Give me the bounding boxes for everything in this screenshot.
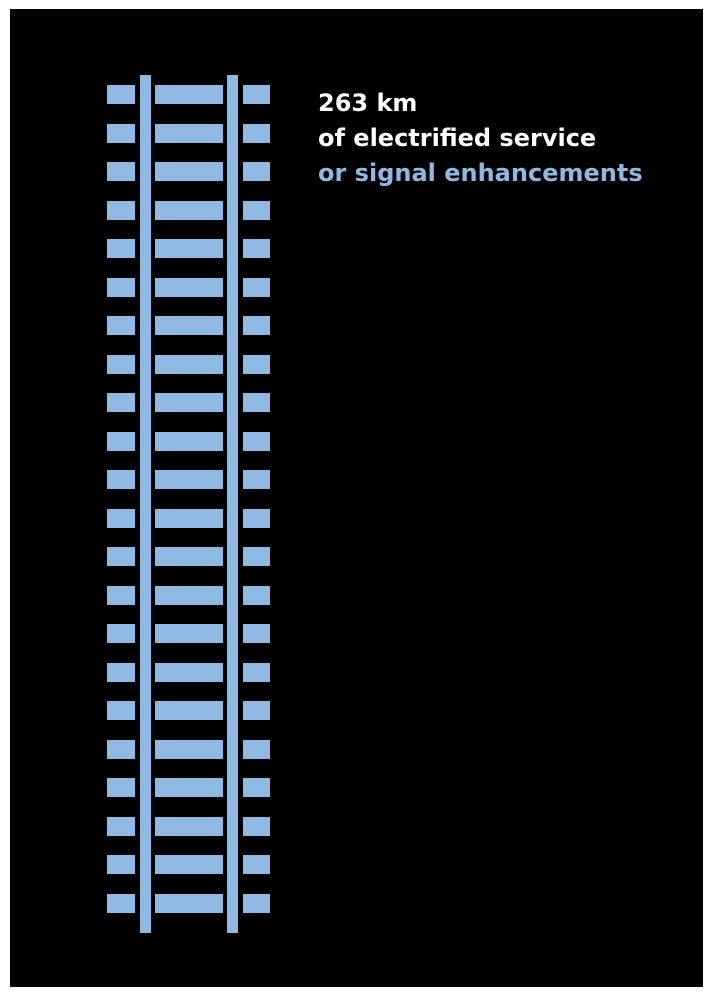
track-tie: [107, 201, 135, 220]
track-tie: [107, 85, 135, 104]
track-tie: [155, 278, 223, 297]
track-tie: [155, 162, 223, 181]
track-tie: [155, 316, 223, 335]
track-tie: [243, 509, 270, 528]
track-tie: [107, 701, 135, 720]
track-tie: [243, 586, 270, 605]
track-tie: [243, 432, 270, 451]
track-tie: [155, 586, 223, 605]
track-tie: [243, 894, 270, 913]
track-tie: [155, 509, 223, 528]
track-tie: [155, 124, 223, 143]
track-tie: [107, 470, 135, 489]
track-tie: [155, 817, 223, 836]
track-tie: [107, 547, 135, 566]
track-tie: [155, 894, 223, 913]
track-tie: [155, 855, 223, 874]
caption-signal: or signal enhancements: [318, 159, 643, 187]
track-tie: [243, 355, 270, 374]
track-tie: [107, 855, 135, 874]
caption: 263 km of electrified service or signal …: [318, 86, 678, 191]
track-tie: [155, 778, 223, 797]
caption-distance: 263 km: [318, 89, 418, 117]
track-tie: [155, 663, 223, 682]
track-tie: [107, 355, 135, 374]
track-tie: [155, 355, 223, 374]
track-tie: [243, 701, 270, 720]
track-tie: [155, 624, 223, 643]
track-tie: [155, 701, 223, 720]
track-tie: [107, 894, 135, 913]
track-tie: [243, 855, 270, 874]
track-tie: [107, 663, 135, 682]
track-tie: [107, 624, 135, 643]
track-tie: [155, 393, 223, 412]
track-tie: [107, 817, 135, 836]
track-tie: [243, 624, 270, 643]
track-tie: [107, 778, 135, 797]
track-tie: [107, 586, 135, 605]
track-tie: [243, 239, 270, 258]
track-tie: [107, 316, 135, 335]
track-tie: [243, 778, 270, 797]
track-tie: [243, 663, 270, 682]
track-tie: [107, 509, 135, 528]
left-rail: [140, 75, 151, 933]
track-tie: [107, 124, 135, 143]
track-tie: [107, 239, 135, 258]
right-rail: [227, 75, 238, 933]
caption-service: of electrified service: [318, 124, 597, 152]
track-tie: [155, 432, 223, 451]
track-tie: [107, 393, 135, 412]
track-tie: [243, 740, 270, 759]
track-tie: [155, 239, 223, 258]
track-tie: [107, 162, 135, 181]
track-tie: [243, 817, 270, 836]
track-tie: [243, 162, 270, 181]
track-tie: [243, 393, 270, 412]
track-tie: [155, 201, 223, 220]
track-tie: [155, 740, 223, 759]
track-tie: [107, 432, 135, 451]
track-tie: [243, 201, 270, 220]
track-tie: [243, 547, 270, 566]
track-tie: [243, 124, 270, 143]
track-tie: [243, 316, 270, 335]
track-tie: [107, 278, 135, 297]
track-tie: [155, 547, 223, 566]
track-tie: [155, 470, 223, 489]
track-tie: [107, 740, 135, 759]
track-tie: [243, 278, 270, 297]
track-tie: [155, 85, 223, 104]
railway-track-icon: [107, 75, 271, 933]
track-tie: [243, 470, 270, 489]
track-tie: [243, 85, 270, 104]
